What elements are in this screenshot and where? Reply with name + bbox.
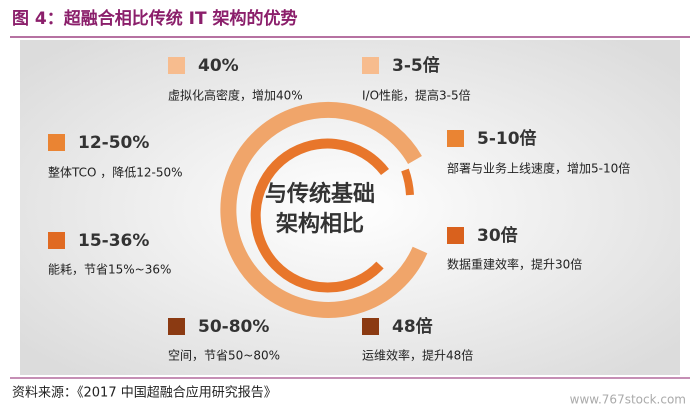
item-description: 虚拟化高密度，增加40%	[168, 88, 303, 103]
item-value: 12-50%	[78, 133, 149, 153]
inner-ring	[250, 138, 389, 293]
item-description: 运维效率，提升48倍	[362, 348, 473, 363]
item-value: 3-5倍	[392, 55, 440, 76]
item-value: 30倍	[477, 225, 518, 246]
item-description: 能耗，节省15%~36%	[48, 263, 171, 277]
item-description: 数据重建效率，提升30倍	[447, 257, 582, 272]
item-icon	[362, 57, 379, 74]
item-icon	[48, 232, 65, 249]
item-icon	[48, 134, 65, 151]
item-icon	[447, 227, 464, 244]
item-icon	[168, 318, 185, 335]
outer-ring	[220, 101, 428, 318]
item-description: 空间，节省50~80%	[168, 349, 280, 363]
center-label: 架构相比	[276, 211, 364, 237]
item-value: 15-36%	[78, 231, 149, 251]
item-icon	[168, 57, 185, 74]
center-label: 与传统基础	[265, 181, 375, 207]
panel-background	[20, 40, 680, 375]
item-description: 整体TCO ，降低12-50%	[48, 165, 183, 180]
item-value: 40%	[198, 56, 239, 76]
item-value: 48倍	[392, 316, 433, 337]
item-icon	[447, 130, 464, 147]
item-value: 5-10倍	[477, 128, 537, 149]
item-value: 50-80%	[198, 317, 269, 337]
item-description: I/O性能，提高3-5倍	[362, 88, 471, 103]
source: 资料来源：《2017 中国超融合应用研究报告》	[12, 385, 277, 401]
item-description: 部署与业务上线速度，增加5-10倍	[447, 161, 630, 176]
title: 图 4：超融合相比传统 IT 架构的优势	[12, 8, 298, 29]
item-icon	[362, 318, 379, 335]
watermark: www.767stock.com	[570, 393, 686, 407]
ring-accent	[401, 168, 414, 196]
